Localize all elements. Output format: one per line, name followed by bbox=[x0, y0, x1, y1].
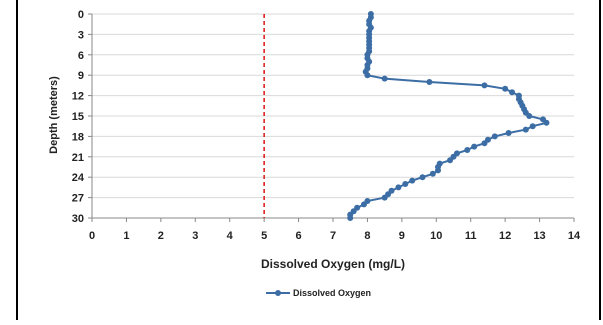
x-axis-label: Dissolved Oxygen (mg/L) bbox=[261, 257, 405, 271]
y-axis-label: Depth (meters) bbox=[48, 76, 60, 154]
y-tick-label: 9 bbox=[78, 70, 84, 82]
gridlines bbox=[92, 13, 574, 219]
x-tick-label: 10 bbox=[430, 230, 442, 242]
data-point bbox=[471, 143, 478, 150]
x-tick-label: 1 bbox=[123, 230, 129, 242]
x-tick-label: 9 bbox=[399, 230, 405, 242]
data-point bbox=[419, 174, 426, 181]
x-tick-label: 7 bbox=[330, 230, 336, 242]
data-point bbox=[522, 126, 529, 133]
data-point bbox=[435, 167, 442, 174]
data-point bbox=[502, 85, 509, 92]
data-point bbox=[360, 201, 367, 208]
x-tick-label: 11 bbox=[465, 230, 477, 242]
x-tick-label: 2 bbox=[158, 230, 164, 242]
data-point bbox=[526, 113, 533, 119]
data-point bbox=[543, 119, 550, 126]
x-tick-label: 0 bbox=[89, 230, 95, 242]
x-tick-label: 5 bbox=[261, 230, 267, 242]
y-tick-label: 18 bbox=[72, 131, 84, 143]
x-tick-label: 13 bbox=[533, 230, 545, 242]
y-tick-label: 6 bbox=[78, 50, 84, 62]
y-tick-label: 0 bbox=[78, 9, 84, 21]
data-point bbox=[381, 194, 388, 201]
data-point bbox=[447, 157, 454, 164]
data-point bbox=[429, 170, 436, 177]
data-point bbox=[491, 133, 498, 140]
y-tick-label: 27 bbox=[72, 193, 84, 205]
data-point bbox=[426, 79, 433, 85]
y-tick-label: 15 bbox=[72, 111, 84, 123]
legend-swatch-marker bbox=[275, 290, 281, 296]
data-point bbox=[395, 184, 402, 191]
series bbox=[347, 11, 550, 221]
x-tick-label: 6 bbox=[296, 230, 302, 242]
data-point bbox=[529, 123, 536, 130]
y-tick-label: 21 bbox=[72, 152, 84, 164]
x-tick-label: 14 bbox=[568, 230, 581, 242]
data-point bbox=[381, 75, 388, 82]
y-tick-label: 12 bbox=[72, 91, 84, 103]
legend: Dissolved Oxygen bbox=[266, 288, 371, 298]
data-point bbox=[481, 82, 488, 89]
data-point bbox=[464, 147, 471, 153]
data-point bbox=[481, 140, 488, 147]
y-tick-label: 30 bbox=[72, 213, 84, 225]
x-tick-label: 8 bbox=[364, 230, 370, 242]
data-point bbox=[509, 89, 516, 96]
data-point bbox=[347, 215, 354, 221]
x-tick-label: 12 bbox=[499, 230, 511, 242]
y-tick-label: 24 bbox=[72, 172, 85, 184]
data-point bbox=[364, 72, 371, 79]
data-point bbox=[402, 181, 409, 187]
data-point bbox=[409, 177, 416, 184]
y-tick-label: 3 bbox=[78, 29, 84, 41]
x-tick-label: 3 bbox=[192, 230, 198, 242]
x-tick-label: 4 bbox=[227, 230, 234, 242]
legend-entry-label: Dissolved Oxygen bbox=[293, 288, 371, 298]
data-point bbox=[505, 130, 512, 136]
